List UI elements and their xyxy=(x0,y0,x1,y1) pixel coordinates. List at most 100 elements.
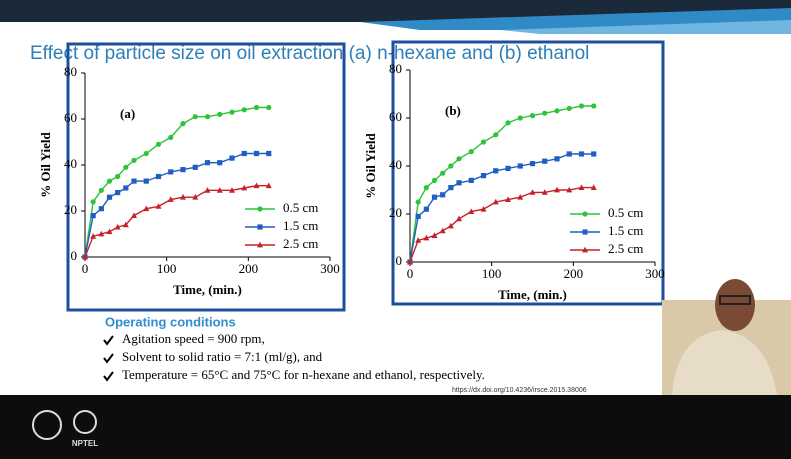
point xyxy=(432,195,437,200)
point xyxy=(193,165,198,170)
point xyxy=(217,112,222,117)
legend-label: 0.5 cm xyxy=(283,200,318,215)
point xyxy=(481,173,486,178)
point xyxy=(168,135,173,140)
point xyxy=(123,165,128,170)
point xyxy=(266,105,271,110)
condition-item: Temperature = 65°C and 75°C for n-hexane… xyxy=(122,367,485,382)
point xyxy=(91,213,96,218)
legend-label: 1.5 cm xyxy=(608,223,643,238)
point xyxy=(416,214,421,219)
x-tick-label: 300 xyxy=(645,266,665,281)
legend-marker xyxy=(257,224,262,229)
panel-label: (a) xyxy=(120,106,135,121)
legend-marker xyxy=(257,206,262,211)
point xyxy=(156,142,161,147)
point xyxy=(205,160,210,165)
y-tick-label: 0 xyxy=(71,248,78,263)
slide-title: Effect of particle size on oil extractio… xyxy=(30,43,589,64)
x-tick-label: 300 xyxy=(320,261,340,276)
point xyxy=(554,108,559,113)
point xyxy=(229,110,234,115)
y-axis-label: % Oil Yield xyxy=(363,132,378,198)
doi: https://dx.doi.org/10.4236/irsce.2015.38… xyxy=(452,387,587,394)
point xyxy=(107,195,112,200)
y-axis-label: % Oil Yield xyxy=(38,131,53,197)
point xyxy=(123,185,128,190)
x-tick-label: 100 xyxy=(482,266,502,281)
point xyxy=(456,156,461,161)
point xyxy=(591,151,596,156)
x-tick-label: 200 xyxy=(564,266,584,281)
point xyxy=(469,178,474,183)
x-tick-label: 100 xyxy=(157,261,177,276)
point xyxy=(144,179,149,184)
point xyxy=(131,158,136,163)
panel-label: (b) xyxy=(445,103,461,118)
point xyxy=(144,151,149,156)
point xyxy=(440,192,445,197)
condition-item: Solvent to solid ratio = 7:1 (ml/g), and xyxy=(122,349,323,364)
y-tick-label: 40 xyxy=(64,156,77,171)
point xyxy=(217,160,222,165)
point xyxy=(542,111,547,116)
point xyxy=(115,174,120,179)
point xyxy=(205,114,210,119)
point xyxy=(416,199,421,204)
point xyxy=(448,163,453,168)
point xyxy=(115,190,120,195)
conditions-heading: Operating conditions xyxy=(105,314,236,329)
bottom-bar xyxy=(0,395,791,459)
legend-label: 0.5 cm xyxy=(608,205,643,220)
point xyxy=(424,185,429,190)
point xyxy=(493,132,498,137)
x-axis-label: Time, (min.) xyxy=(498,287,567,302)
legend-label: 2.5 cm xyxy=(283,236,318,251)
y-tick-label: 20 xyxy=(389,205,402,220)
point xyxy=(530,161,535,166)
point xyxy=(99,188,104,193)
x-tick-label: 0 xyxy=(82,261,89,276)
point xyxy=(131,179,136,184)
point xyxy=(254,151,259,156)
y-tick-label: 80 xyxy=(389,61,402,76)
point xyxy=(493,168,498,173)
legend-label: 1.5 cm xyxy=(283,218,318,233)
point xyxy=(481,139,486,144)
x-tick-label: 200 xyxy=(239,261,259,276)
point xyxy=(242,107,247,112)
point xyxy=(591,103,596,108)
point xyxy=(254,105,259,110)
point xyxy=(518,115,523,120)
point xyxy=(554,156,559,161)
slide-screenshot: Effect of particle size on oil extractio… xyxy=(0,0,791,459)
point xyxy=(432,178,437,183)
point xyxy=(469,149,474,154)
x-tick-label: 0 xyxy=(407,266,414,281)
logo-text: NPTEL xyxy=(72,439,98,448)
point xyxy=(107,179,112,184)
point xyxy=(168,169,173,174)
y-tick-label: 80 xyxy=(64,64,77,79)
point xyxy=(156,174,161,179)
point xyxy=(567,151,572,156)
point xyxy=(542,159,547,164)
point xyxy=(448,185,453,190)
point xyxy=(440,171,445,176)
point xyxy=(193,114,198,119)
point xyxy=(567,106,572,111)
point xyxy=(180,167,185,172)
point xyxy=(505,120,510,125)
y-tick-label: 60 xyxy=(389,109,402,124)
point xyxy=(505,166,510,171)
y-tick-label: 0 xyxy=(396,253,403,268)
y-tick-label: 40 xyxy=(389,157,402,172)
legend-marker xyxy=(582,211,587,216)
y-tick-label: 20 xyxy=(64,202,77,217)
point xyxy=(424,207,429,212)
point xyxy=(579,151,584,156)
legend-marker xyxy=(582,229,587,234)
point xyxy=(99,206,104,211)
point xyxy=(91,199,96,204)
point xyxy=(242,151,247,156)
